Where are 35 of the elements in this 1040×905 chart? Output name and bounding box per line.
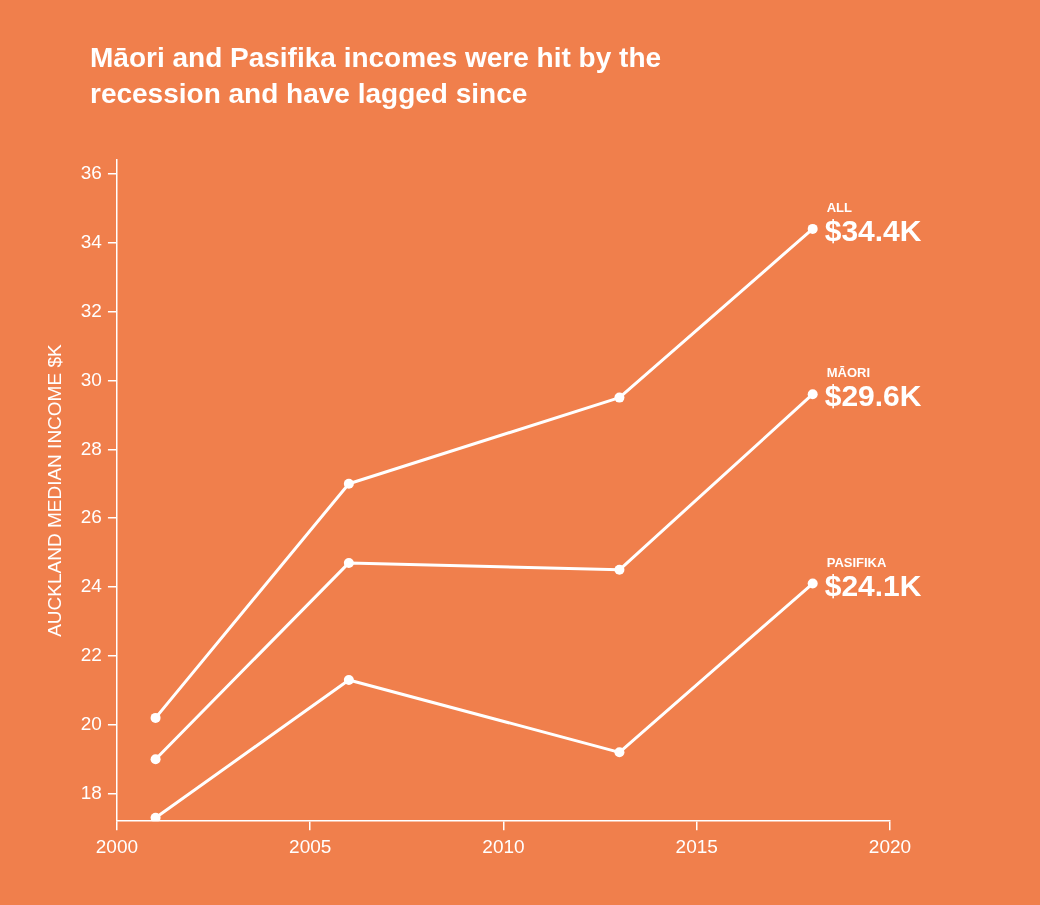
- data-label: $34.4K: [824, 214, 922, 248]
- x-tick-label: 2015: [675, 835, 718, 857]
- point: [150, 754, 161, 765]
- y-tick-label: 22: [80, 644, 102, 666]
- y-tick-label: 24: [80, 575, 103, 597]
- y-tick-label: 26: [80, 506, 102, 528]
- y-tick-label: 36: [80, 162, 102, 184]
- point: [150, 712, 161, 723]
- point: [807, 223, 818, 234]
- y-tick-label: 20: [80, 713, 102, 735]
- series-label: PASIFIKA: [826, 554, 888, 570]
- point: [343, 675, 354, 686]
- point: [614, 564, 625, 575]
- point: [807, 389, 818, 400]
- y-tick-label: 18: [80, 781, 102, 803]
- y-tick-label: 34: [80, 230, 103, 252]
- y-tick-label: 32: [80, 299, 102, 321]
- point: [614, 392, 625, 403]
- x-tick-label: 2010: [482, 835, 525, 857]
- y-axis-title: AUCKLAND MEDIAN INCOME $K: [43, 344, 65, 637]
- x-tick-label: 2000: [95, 835, 139, 857]
- series-label: ALL: [826, 199, 853, 215]
- data-label: $24.1K: [824, 568, 922, 602]
- series-label: MĀORI: [826, 365, 871, 381]
- chart-title: Māori and Pasifika incomes were hit by the recession and have lagged since: [90, 41, 663, 111]
- point: [807, 578, 818, 589]
- point: [343, 557, 354, 568]
- x-tick-label: 2020: [868, 835, 912, 857]
- data-label: $29.6K: [824, 379, 922, 413]
- x-tick-label: 2005: [289, 835, 332, 857]
- point: [614, 747, 625, 758]
- y-tick-label: 28: [80, 437, 102, 459]
- point: [150, 812, 161, 822]
- y-tick-label: 30: [80, 368, 102, 390]
- point: [343, 478, 354, 489]
